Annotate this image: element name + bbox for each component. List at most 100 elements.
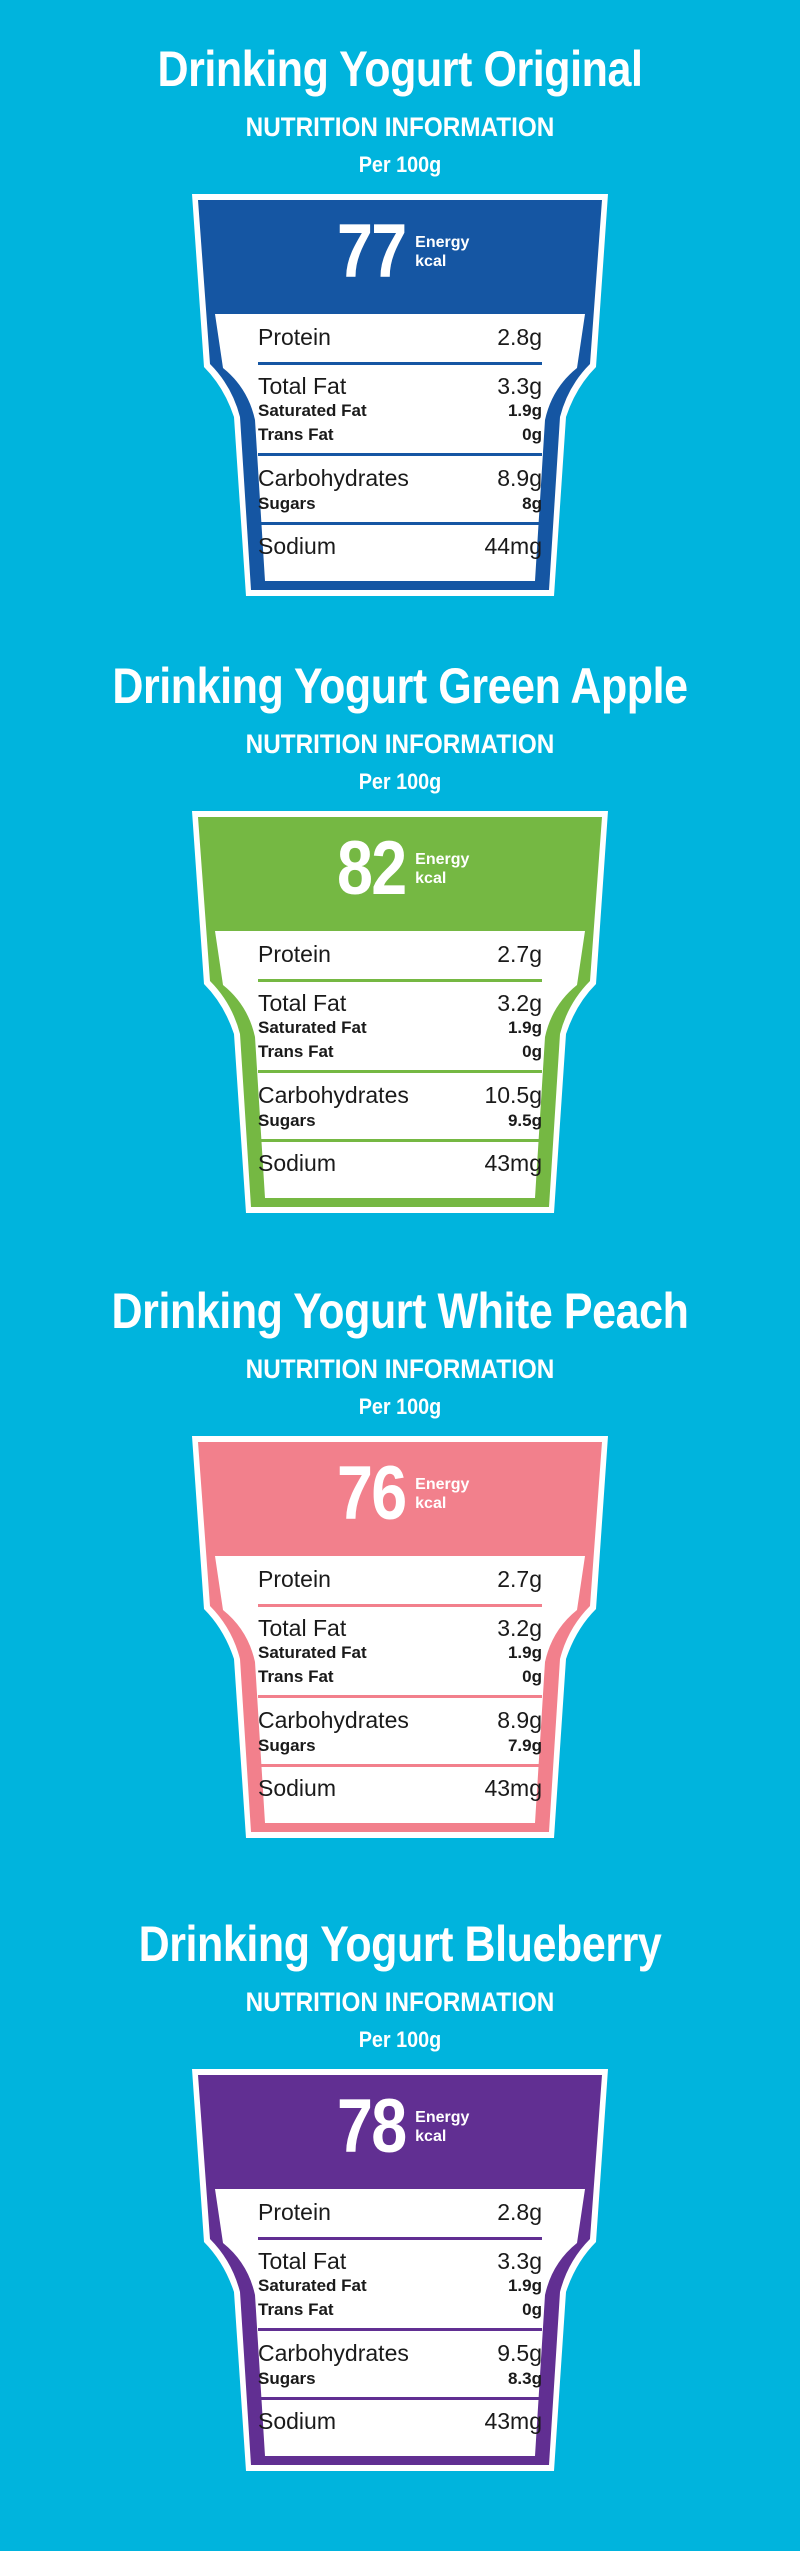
saturated-fat-label: Saturated Fat [258, 2276, 367, 2295]
protein-value: 2.8g [497, 2199, 542, 2225]
total-fat-label: Total Fat [258, 1615, 347, 1641]
sugars-row: Sugars 7.9g [258, 1736, 542, 1756]
carbohydrates-value: 8.9g [497, 465, 542, 491]
divider [258, 1764, 542, 1767]
sugars-value: 8g [522, 494, 542, 513]
saturated-fat-row: Saturated Fat 1.9g [258, 2276, 542, 2296]
protein-row: Protein 2.8g [258, 324, 542, 351]
sodium-label: Sodium [258, 2408, 336, 2434]
cup-nutrition-label: 76 Energy kcal Protein 2.7g Total Fat 3.… [190, 1434, 610, 1840]
sodium-row: Sodium 43mg [258, 1775, 542, 1802]
sodium-row: Sodium 43mg [258, 1150, 542, 1177]
sugars-label: Sugars [258, 1736, 316, 1755]
saturated-fat-row: Saturated Fat 1.9g [258, 401, 542, 421]
saturated-fat-value: 1.9g [507, 2276, 542, 2295]
energy-label: Energy [415, 234, 470, 251]
nutrition-information-heading: NUTRITION INFORMATION [245, 1987, 555, 2017]
protein-label: Protein [258, 941, 331, 967]
total-fat-row: Total Fat 3.3g [258, 2248, 542, 2275]
product-title: Drinking Yogurt White Peach [111, 1283, 689, 1339]
total-fat-row: Total Fat 3.3g [258, 373, 542, 400]
carbohydrates-label: Carbohydrates [258, 465, 409, 491]
kcal-label: kcal [415, 1495, 447, 1512]
sodium-row: Sodium 44mg [258, 533, 542, 560]
trans-fat-row: Trans Fat 0g [258, 425, 542, 445]
sugars-label: Sugars [258, 494, 316, 513]
carbohydrates-row: Carbohydrates 9.5g [258, 2340, 542, 2367]
sodium-row: Sodium 43mg [258, 2408, 542, 2435]
carbohydrates-label: Carbohydrates [258, 1707, 409, 1733]
protein-label: Protein [258, 324, 331, 350]
total-fat-row: Total Fat 3.2g [258, 1615, 542, 1642]
nutrition-information-heading: NUTRITION INFORMATION [245, 1354, 555, 1384]
energy-label: Energy [415, 851, 470, 868]
energy-value: 76 [336, 1451, 407, 1536]
sugars-value: 9.5g [507, 1111, 542, 1130]
sodium-label: Sodium [258, 533, 336, 559]
energy-value: 78 [336, 2084, 407, 2169]
sugars-label: Sugars [258, 1111, 316, 1130]
saturated-fat-label: Saturated Fat [258, 1018, 367, 1037]
cup-nutrition-label: 77 Energy kcal Protein 2.8g Total Fat 3.… [190, 192, 610, 598]
kcal-label: kcal [415, 2128, 447, 2145]
total-fat-value: 3.3g [497, 2248, 542, 2274]
protein-label: Protein [258, 2199, 331, 2225]
saturated-fat-label: Saturated Fat [258, 1643, 367, 1662]
divider [258, 2328, 542, 2331]
divider [258, 2397, 542, 2400]
divider [258, 522, 542, 525]
cup-shape [192, 1436, 608, 1838]
cup-shape [192, 2069, 608, 2471]
trans-fat-label: Trans Fat [258, 2300, 334, 2319]
sugars-row: Sugars 8g [258, 494, 542, 514]
sodium-label: Sodium [258, 1150, 336, 1176]
total-fat-label: Total Fat [258, 373, 347, 399]
energy-block: 82 Energy kcal [190, 819, 610, 919]
product-title: Drinking Yogurt Original [157, 41, 643, 97]
energy-block: 77 Energy kcal [190, 202, 610, 302]
trans-fat-label: Trans Fat [258, 425, 334, 444]
carbohydrates-value: 9.5g [497, 2340, 542, 2366]
trans-fat-label: Trans Fat [258, 1042, 334, 1061]
saturated-fat-value: 1.9g [507, 1643, 542, 1662]
nutrition-information-heading: NUTRITION INFORMATION [245, 729, 555, 759]
divider [258, 1604, 542, 1607]
saturated-fat-label: Saturated Fat [258, 401, 367, 420]
protein-value: 2.8g [497, 324, 542, 350]
kcal-label: kcal [415, 870, 447, 887]
total-fat-label: Total Fat [258, 990, 347, 1016]
carbohydrates-value: 10.5g [484, 1082, 542, 1108]
cup-nutrition-label: 78 Energy kcal Protein 2.8g Total Fat 3.… [190, 2067, 610, 2473]
nutrition-information-heading: NUTRITION INFORMATION [245, 112, 555, 142]
sugars-value: 7.9g [507, 1736, 542, 1755]
carbohydrates-row: Carbohydrates 8.9g [258, 465, 542, 492]
carbohydrates-value: 8.9g [497, 1707, 542, 1733]
total-fat-value: 3.3g [497, 373, 542, 399]
divider [258, 979, 542, 982]
product-title: Drinking Yogurt Green Apple [112, 658, 688, 714]
sodium-value: 43mg [484, 2408, 542, 2434]
protein-value: 2.7g [497, 941, 542, 967]
energy-label: Energy [415, 1476, 470, 1493]
protein-label: Protein [258, 1566, 331, 1592]
energy-label: Energy [415, 2109, 470, 2126]
trans-fat-value: 0g [522, 1042, 542, 1061]
trans-fat-label: Trans Fat [258, 1667, 334, 1686]
sugars-label: Sugars [258, 2369, 316, 2388]
energy-value: 82 [336, 826, 407, 911]
protein-value: 2.7g [497, 1566, 542, 1592]
energy-block: 76 Energy kcal [190, 1444, 610, 1544]
saturated-fat-row: Saturated Fat 1.9g [258, 1018, 542, 1038]
per-100g-label: Per 100g [358, 1394, 442, 1419]
per-100g-label: Per 100g [358, 769, 442, 794]
divider [258, 1695, 542, 1698]
divider [258, 1070, 542, 1073]
protein-row: Protein 2.8g [258, 2199, 542, 2226]
carbohydrates-row: Carbohydrates 8.9g [258, 1707, 542, 1734]
sugars-row: Sugars 8.3g [258, 2369, 542, 2389]
sodium-value: 44mg [484, 533, 542, 559]
per-100g-label: Per 100g [358, 152, 442, 177]
trans-fat-value: 0g [522, 1667, 542, 1686]
energy-block: 78 Energy kcal [190, 2077, 610, 2177]
trans-fat-value: 0g [522, 2300, 542, 2319]
